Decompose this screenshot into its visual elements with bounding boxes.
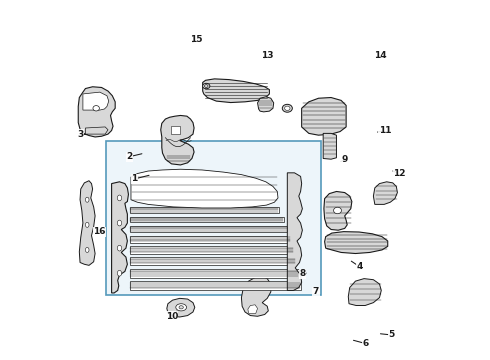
Ellipse shape [117, 220, 122, 226]
Bar [129, 246, 294, 253]
Polygon shape [203, 79, 270, 103]
Text: 5: 5 [388, 330, 394, 339]
Polygon shape [348, 279, 381, 306]
Bar [129, 281, 300, 291]
Text: 10: 10 [166, 312, 178, 321]
Polygon shape [112, 182, 128, 293]
Polygon shape [242, 276, 271, 316]
Text: 6: 6 [363, 339, 368, 348]
Ellipse shape [203, 84, 210, 89]
Ellipse shape [85, 247, 89, 252]
Ellipse shape [117, 195, 122, 201]
Text: 16: 16 [94, 228, 106, 237]
Polygon shape [131, 169, 278, 208]
Text: 11: 11 [379, 126, 391, 135]
Bar [172, 126, 180, 134]
Polygon shape [324, 231, 388, 253]
Ellipse shape [285, 106, 290, 111]
Ellipse shape [176, 304, 187, 311]
Polygon shape [167, 298, 195, 317]
Ellipse shape [179, 306, 183, 309]
Polygon shape [248, 305, 258, 314]
Polygon shape [161, 116, 194, 165]
Polygon shape [373, 182, 397, 204]
Text: 14: 14 [374, 51, 387, 60]
Bar [129, 257, 296, 265]
Ellipse shape [93, 105, 99, 111]
Polygon shape [323, 134, 337, 159]
Text: 12: 12 [393, 169, 405, 178]
Ellipse shape [117, 245, 122, 251]
Text: 3: 3 [77, 130, 83, 139]
Ellipse shape [85, 222, 89, 227]
Polygon shape [79, 181, 95, 265]
Text: 13: 13 [261, 51, 273, 60]
Bar [129, 226, 287, 232]
Polygon shape [78, 87, 115, 137]
Polygon shape [287, 173, 302, 291]
Bar [129, 207, 279, 213]
Text: 2: 2 [126, 152, 133, 161]
Ellipse shape [282, 104, 293, 112]
Text: 4: 4 [357, 262, 363, 271]
Polygon shape [324, 192, 352, 230]
Text: 1: 1 [131, 175, 138, 184]
Bar [129, 235, 291, 243]
Polygon shape [85, 127, 108, 134]
Polygon shape [302, 98, 346, 135]
Text: 15: 15 [190, 35, 203, 44]
Polygon shape [258, 97, 274, 112]
Text: 7: 7 [313, 287, 319, 296]
Ellipse shape [117, 270, 122, 276]
Ellipse shape [85, 197, 89, 202]
Ellipse shape [204, 85, 208, 87]
Text: 9: 9 [342, 155, 348, 164]
Bar [129, 217, 284, 222]
Ellipse shape [334, 207, 342, 214]
Bar [129, 269, 299, 278]
Bar [106, 140, 321, 296]
Text: 8: 8 [299, 269, 305, 278]
Polygon shape [83, 92, 109, 110]
